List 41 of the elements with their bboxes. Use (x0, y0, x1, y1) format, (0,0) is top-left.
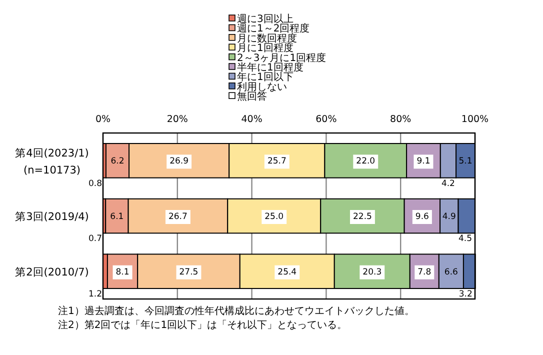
data-label: 22.5 (353, 212, 372, 222)
data-label: 7.8 (418, 267, 432, 278)
data-label: 0.7 (88, 234, 102, 244)
data-label: 1.2 (88, 289, 102, 300)
legend-label: 利用しない (237, 80, 287, 93)
legend-label: 半年に1回程度 (237, 62, 304, 74)
x-tick-label: 0% (95, 114, 111, 125)
data-label: 9.6 (415, 212, 429, 222)
text: 注2）第2回では「年に1回以下」は「それ以下」となっている。 (58, 319, 348, 331)
data-label: 20.3 (362, 267, 382, 278)
data-label: 22.0 (356, 156, 376, 167)
text: 注1）過去調査は、今回調査の性年代構成比にあわせてウエイトバックした値。 (58, 305, 414, 317)
data-label: 4.9 (442, 212, 456, 222)
data-label: 0.8 (88, 178, 102, 189)
data-label: 9.1 (416, 156, 430, 167)
data-label: 25.7 (267, 156, 286, 167)
x-tick-label: 60% (316, 114, 337, 125)
data-label: 26.7 (168, 212, 188, 222)
data-label: 25.0 (264, 212, 284, 222)
data-label: 8.1 (116, 267, 130, 278)
data-label: 4.2 (441, 178, 455, 189)
data-label: 6.1 (110, 212, 124, 222)
legend-label: 無回答 (237, 90, 267, 103)
data-label: 6.2 (110, 156, 124, 167)
data-label: 27.5 (179, 267, 198, 278)
x-tick-label: 80% (390, 114, 412, 125)
x-tick-label: 20% (166, 114, 188, 125)
data-label: 4.5 (458, 234, 472, 244)
data-label: 26.9 (170, 156, 189, 167)
y-tick-label: 第3回(2019/4) (15, 211, 89, 223)
x-tick-label: 100% (461, 114, 489, 125)
data-label: 25.4 (278, 267, 297, 278)
legend-label: 週に3回以上 (237, 13, 294, 25)
legend-label: 月に1回程度 (237, 42, 294, 54)
data-label: 6.6 (444, 267, 458, 278)
y-tick-label: 第2回(2010/7) (15, 266, 89, 278)
legend-label: 月に数回程度 (237, 32, 297, 44)
y-tick-label: 第4回(2023/1) (n=10173) (15, 148, 89, 177)
data-label: 3.2 (458, 289, 472, 300)
x-tick-label: 40% (241, 114, 262, 125)
data-label: 5.1 (458, 156, 472, 167)
